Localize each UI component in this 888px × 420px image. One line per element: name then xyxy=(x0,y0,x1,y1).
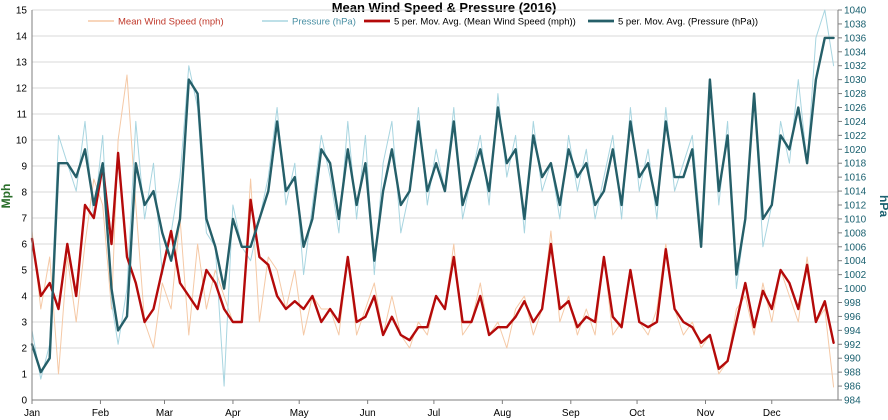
x-tick-label: Aug xyxy=(493,408,511,419)
wind-speed-moving-avg-line xyxy=(30,151,835,370)
legend-label: 5 per. Mov. Avg. (Mean Wind Speed (mph)) xyxy=(394,17,576,28)
y-right-tick-label: 1004 xyxy=(844,256,867,267)
y-left-tick-label: 1 xyxy=(21,370,27,381)
x-tick-label: Sep xyxy=(562,408,580,419)
x-tick-label: Nov xyxy=(697,408,715,419)
x-tick-label: Feb xyxy=(92,408,110,419)
y-right-tick-label: 1040 xyxy=(844,6,867,17)
y-left-tick-label: 14 xyxy=(16,32,28,43)
y-right-tick-label: 1038 xyxy=(844,19,867,30)
y-right-tick-label: 1020 xyxy=(844,145,867,156)
y-right-tick-label: 1010 xyxy=(844,214,867,225)
y-left-tick-label: 12 xyxy=(16,84,28,95)
pressure-moving-avg-line xyxy=(30,36,835,374)
y-right-tick-label: 1018 xyxy=(844,159,867,170)
y-left-tick-label: 3 xyxy=(21,318,27,329)
y-right-tick-label: 1022 xyxy=(844,131,867,142)
legend-label: 5 per. Mov. Avg. (Pressure (hPa)) xyxy=(618,17,758,28)
x-tick-label: Jul xyxy=(427,408,440,419)
y-left-tick-label: 13 xyxy=(16,58,28,69)
y-right-tick-label: 1008 xyxy=(844,228,867,239)
x-tick-label: Dec xyxy=(763,408,781,419)
legend-label: Mean Wind Speed (mph) xyxy=(118,17,224,28)
y-right-tick-label: 1024 xyxy=(844,117,867,128)
y-right-tick-label: 1026 xyxy=(844,103,867,114)
y-left-tick-label: 4 xyxy=(21,292,27,303)
x-tick-label: Oct xyxy=(629,408,645,419)
y-left-tick-label: 15 xyxy=(16,6,28,17)
y-right-tick-label: 986 xyxy=(844,382,861,393)
chart-title: Mean Wind Speed & Pressure (2016) xyxy=(332,0,557,15)
y-right-tick-label: 1016 xyxy=(844,173,867,184)
x-tick-label: Jun xyxy=(360,408,376,419)
y-right-tick-label: 1034 xyxy=(844,47,867,58)
y-left-tick-label: 8 xyxy=(21,188,27,199)
y-right-tick-label: 992 xyxy=(844,340,861,351)
y-right-tick-label: 1030 xyxy=(844,75,867,86)
axes: 0123456789101112131415984986988990992994… xyxy=(16,6,867,420)
y-right-tick-label: 1014 xyxy=(844,187,867,198)
x-tick-label: May xyxy=(290,408,309,419)
y-right-tick-label: 1028 xyxy=(844,89,867,100)
y-right-tick-label: 988 xyxy=(844,368,861,379)
y-right-tick-label: 1000 xyxy=(844,284,867,295)
legend: Mean Wind Speed (mph) Pressure (hPa) 5 per… xyxy=(88,17,758,28)
y-left-tick-label: 11 xyxy=(17,110,28,121)
y-right-tick-label: 1012 xyxy=(844,201,867,212)
series-layer xyxy=(30,9,835,388)
y-left-tick-label: 10 xyxy=(16,136,28,147)
y-right-tick-label: 1032 xyxy=(844,61,867,72)
y-left-tick-label: 5 xyxy=(21,266,27,277)
y-axis-right-label: hPa xyxy=(877,195,888,217)
y-right-tick-label: 990 xyxy=(844,354,861,365)
y-left-tick-label: 0 xyxy=(21,396,27,407)
y-left-tick-label: 7 xyxy=(21,214,27,225)
x-tick-label: Jan xyxy=(24,408,40,419)
y-right-tick-label: 1036 xyxy=(844,33,867,44)
y-left-tick-label: 6 xyxy=(21,240,27,251)
legend-label: Pressure (hPa) xyxy=(292,17,356,28)
y-left-tick-label: 9 xyxy=(21,162,27,173)
y-right-tick-label: 1006 xyxy=(844,242,867,253)
x-tick-label: Mar xyxy=(156,408,174,419)
y-right-tick-label: 996 xyxy=(844,312,861,323)
y-right-tick-label: 998 xyxy=(844,298,861,309)
x-tick-label: Apr xyxy=(225,408,241,419)
y-axis-left-label: Mph xyxy=(0,184,13,209)
y-right-tick-label: 984 xyxy=(844,396,861,407)
y-right-tick-label: 994 xyxy=(844,326,861,337)
y-right-tick-label: 1002 xyxy=(844,270,867,281)
y-left-tick-label: 2 xyxy=(21,344,27,355)
